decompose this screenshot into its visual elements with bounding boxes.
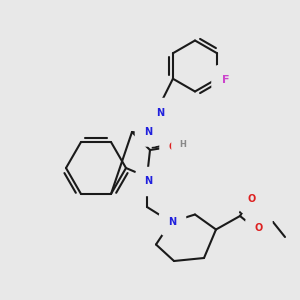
- Text: F: F: [222, 75, 230, 85]
- Text: O: O: [248, 194, 256, 205]
- Text: O: O: [169, 142, 177, 152]
- Text: O: O: [255, 223, 263, 233]
- Text: N: N: [144, 127, 153, 137]
- Text: N: N: [168, 217, 177, 227]
- Text: N: N: [156, 107, 165, 118]
- Text: N: N: [144, 176, 153, 187]
- Text: H: H: [180, 140, 186, 148]
